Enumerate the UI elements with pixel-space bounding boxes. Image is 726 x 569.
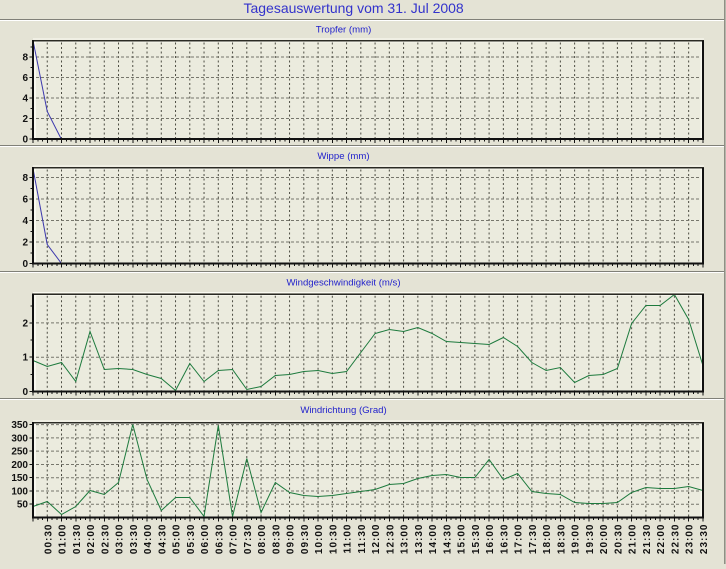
- svg-text:18:30: 18:30: [556, 524, 567, 555]
- svg-text:00:30: 00:30: [43, 524, 54, 555]
- svg-text:04:00: 04:00: [143, 524, 154, 555]
- svg-text:2: 2: [22, 318, 28, 329]
- svg-text:03:30: 03:30: [129, 524, 140, 555]
- svg-text:150: 150: [11, 473, 28, 484]
- svg-text:09:30: 09:30: [300, 524, 311, 555]
- svg-text:22:00: 22:00: [656, 524, 667, 555]
- svg-text:19:30: 19:30: [585, 524, 596, 555]
- svg-text:11:00: 11:00: [343, 524, 354, 554]
- svg-text:13:30: 13:30: [414, 524, 425, 555]
- svg-text:07:30: 07:30: [243, 524, 254, 555]
- svg-text:14:00: 14:00: [428, 524, 439, 555]
- svg-text:Tagesauswertung vom 31. Jul 20: Tagesauswertung vom 31. Jul 2008: [243, 0, 463, 16]
- svg-text:0: 0: [22, 259, 28, 270]
- svg-text:09:00: 09:00: [286, 524, 297, 555]
- svg-text:07:00: 07:00: [229, 524, 240, 555]
- svg-text:06:30: 06:30: [214, 524, 225, 555]
- svg-text:2: 2: [22, 114, 28, 125]
- svg-text:2: 2: [22, 238, 28, 249]
- svg-text:05:30: 05:30: [186, 524, 197, 555]
- svg-text:18:00: 18:00: [542, 524, 553, 555]
- svg-text:21:00: 21:00: [628, 524, 639, 555]
- svg-text:300: 300: [11, 433, 28, 444]
- svg-text:15:30: 15:30: [471, 524, 482, 555]
- svg-text:20:00: 20:00: [599, 524, 610, 555]
- svg-text:08:00: 08:00: [257, 524, 268, 555]
- svg-text:Tropfer (mm): Tropfer (mm): [316, 25, 372, 36]
- svg-text:11:30: 11:30: [357, 524, 368, 554]
- svg-text:12:00: 12:00: [371, 524, 382, 555]
- svg-text:01:00: 01:00: [58, 524, 69, 555]
- svg-text:50: 50: [17, 500, 29, 511]
- svg-text:02:30: 02:30: [100, 524, 111, 555]
- svg-text:17:30: 17:30: [528, 524, 539, 555]
- svg-text:17:00: 17:00: [514, 524, 525, 555]
- svg-text:350: 350: [11, 420, 28, 431]
- svg-text:21:30: 21:30: [642, 524, 653, 555]
- svg-text:13:00: 13:00: [400, 524, 411, 555]
- svg-text:15:00: 15:00: [457, 524, 468, 555]
- svg-text:250: 250: [11, 447, 28, 458]
- svg-text:0: 0: [22, 387, 28, 398]
- svg-text:10:00: 10:00: [314, 524, 325, 555]
- svg-text:01:30: 01:30: [72, 524, 83, 555]
- svg-text:19:00: 19:00: [571, 524, 582, 555]
- svg-text:4: 4: [22, 94, 28, 105]
- svg-text:23:00: 23:00: [685, 524, 696, 555]
- svg-text:05:00: 05:00: [172, 524, 183, 555]
- svg-text:22:30: 22:30: [670, 524, 681, 555]
- svg-text:Wippe (mm): Wippe (mm): [317, 151, 369, 162]
- svg-text:14:30: 14:30: [442, 524, 453, 555]
- svg-text:4: 4: [22, 216, 28, 227]
- svg-text:10:30: 10:30: [328, 524, 339, 555]
- svg-text:100: 100: [11, 486, 28, 497]
- svg-text:04:30: 04:30: [157, 524, 168, 555]
- svg-text:16:00: 16:00: [485, 524, 496, 555]
- svg-text:6: 6: [22, 73, 28, 84]
- svg-text:16:30: 16:30: [499, 524, 510, 555]
- svg-text:03:00: 03:00: [115, 524, 126, 555]
- svg-text:06:00: 06:00: [200, 524, 211, 555]
- svg-text:20:30: 20:30: [613, 524, 624, 555]
- svg-text:1: 1: [22, 353, 28, 364]
- svg-text:6: 6: [22, 195, 28, 206]
- svg-text:08:30: 08:30: [271, 524, 282, 555]
- svg-text:Windgeschwindigkeit (m/s): Windgeschwindigkeit (m/s): [286, 278, 400, 289]
- svg-text:0: 0: [22, 135, 28, 146]
- svg-text:02:00: 02:00: [86, 524, 97, 555]
- svg-text:200: 200: [11, 460, 28, 471]
- svg-text:8: 8: [22, 53, 28, 64]
- svg-text:8: 8: [22, 173, 28, 184]
- svg-text:Windrichtung (Grad): Windrichtung (Grad): [300, 405, 386, 416]
- svg-text:23:30: 23:30: [699, 524, 710, 555]
- svg-text:12:30: 12:30: [385, 524, 396, 555]
